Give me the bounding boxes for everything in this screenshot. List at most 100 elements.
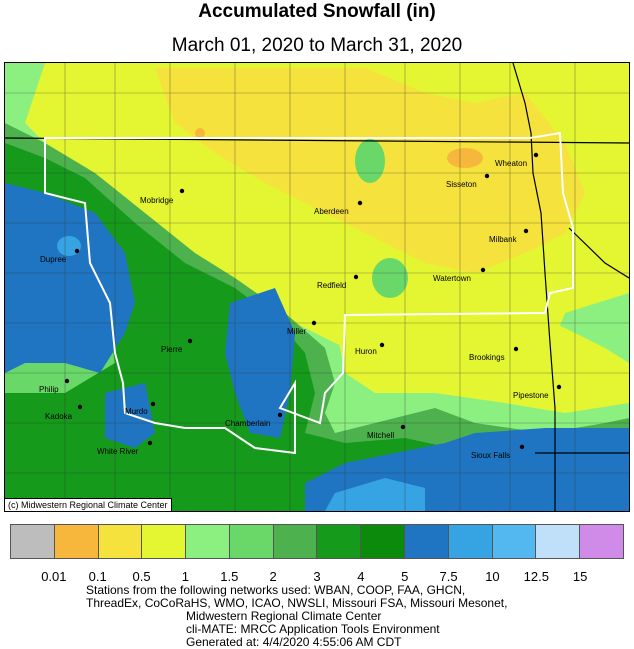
- reservation-outlines: [44, 131, 574, 455]
- snowfall-map: Wheaton Sisseton Mobridge Aberdeen Milba…: [4, 62, 630, 512]
- legend-label: 0.5: [132, 569, 151, 584]
- city-dot: [513, 346, 519, 352]
- snow-band-1in-south: [335, 313, 629, 413]
- legend-label: 4: [357, 569, 365, 584]
- snow-band-7-5in-northwest: [5, 183, 135, 373]
- footer-notes: Stations from the following networks use…: [86, 584, 507, 649]
- city-white-river: White River: [97, 440, 153, 456]
- legend-label: 7.5: [439, 569, 458, 584]
- legend-labels: 0.01 0.1 0.5 1 1.5 2 3 4 5 7.5 10 12.5 15: [10, 569, 624, 585]
- city-pipestone: Pipestone: [513, 384, 562, 400]
- city-label: Redfield: [317, 281, 346, 290]
- legend-label: 5: [401, 569, 409, 584]
- city-label: Pierre: [161, 345, 183, 354]
- city-label: Kadoka: [45, 412, 73, 421]
- legend-swatch: [186, 525, 230, 558]
- city-label: Sisseton: [446, 180, 477, 189]
- legend-swatch: [580, 525, 623, 558]
- map-title: Accumulated Snowfall (in): [198, 1, 436, 22]
- snow-band-7-5in-chamberlain: [225, 288, 295, 438]
- city-dot: [74, 248, 80, 254]
- city-dot: [147, 440, 153, 446]
- legend-label: 2: [269, 569, 277, 584]
- snowfall-contour-svg: Wheaton Sisseton Mobridge Aberdeen Milba…: [5, 63, 629, 511]
- city-label: Wheaton: [495, 159, 527, 168]
- city-label: Dupree: [40, 255, 67, 264]
- legend-label: 10: [485, 569, 500, 584]
- city-dot: [353, 274, 359, 280]
- legend-swatch: [317, 525, 362, 558]
- city-milbank: Milbank: [489, 228, 529, 244]
- snow-band-4in: [5, 143, 629, 511]
- footer-line: Stations from the following networks use…: [86, 583, 466, 597]
- city-label: White River: [97, 447, 139, 456]
- city-label: Sioux Falls: [471, 451, 510, 460]
- city-chamberlain: Chamberlain: [225, 412, 283, 428]
- city-dot: [64, 378, 70, 384]
- city-label: Watertown: [433, 274, 471, 283]
- city-label: Mitchell: [367, 431, 394, 440]
- city-dot: [523, 228, 529, 234]
- city-pierre: Pierre: [161, 338, 193, 354]
- legend-swatch: [536, 525, 581, 558]
- city-label: Aberdeen: [314, 207, 349, 216]
- footer-line: Generated at: 4/4/2020 4:55:06 AM CDT: [186, 635, 402, 649]
- city-label: Huron: [355, 347, 377, 356]
- legend-label: 3: [313, 569, 321, 584]
- city-dot: [357, 200, 363, 206]
- legend-swatch: [98, 525, 143, 558]
- legend-label: 12.5: [523, 569, 549, 584]
- city-dot: [77, 404, 83, 410]
- city-dupree: Dupree: [40, 248, 80, 264]
- snow-band-10in-southeast: [325, 478, 425, 511]
- city-dot: [277, 412, 283, 418]
- city-watertown: Watertown: [433, 267, 486, 283]
- legend-swatch: [361, 525, 406, 558]
- legend-label: 0.01: [41, 569, 67, 584]
- city-kadoka: Kadoka: [45, 404, 83, 421]
- city-sisseton: Sisseton: [446, 173, 490, 189]
- legend-swatch: [54, 525, 99, 558]
- snow-band-tenth-inch-spot: [195, 128, 205, 138]
- legend-label: 0.1: [88, 569, 107, 584]
- city-mitchell: Mitchell: [367, 424, 406, 440]
- snow-band-2in-east: [372, 258, 408, 298]
- legend-swatch: [273, 525, 318, 558]
- city-dot: [533, 152, 539, 158]
- legend-label: 1.5: [220, 569, 239, 584]
- city-aberdeen: Aberdeen: [314, 200, 363, 216]
- city-label: Philip: [39, 385, 59, 394]
- city-mobridge: Mobridge: [140, 188, 185, 205]
- city-wheaton: Wheaton: [495, 152, 539, 168]
- city-label: Chamberlain: [225, 419, 270, 428]
- city-dot: [480, 267, 486, 273]
- city-label: Murdo: [125, 407, 148, 416]
- legend-swatch: [448, 525, 493, 558]
- snow-band-tenth-inch-spot: [447, 148, 483, 168]
- city-label: Miller: [287, 327, 306, 336]
- map-credit: (c) Midwestern Regional Climate Center: [5, 498, 172, 511]
- city-philip: Philip: [39, 378, 70, 394]
- city-dot: [187, 338, 193, 344]
- city-dot: [311, 320, 317, 326]
- city-huron: Huron: [355, 342, 385, 356]
- city-sioux-falls: Sioux Falls: [471, 444, 525, 460]
- city-dot: [519, 444, 525, 450]
- color-legend: [10, 524, 624, 559]
- county-boundaries: [5, 63, 629, 511]
- legend-swatch: [229, 525, 274, 558]
- city-label: Brookings: [469, 353, 505, 362]
- city-dot: [400, 424, 406, 430]
- footer-line: Midwestern Regional Climate Center: [186, 609, 382, 623]
- footer-line: ThreadEx, CoCoRaHS, WMO, ICAO, NWSLI, Mi…: [86, 596, 508, 610]
- city-label: Milbank: [489, 235, 518, 244]
- legend-swatch: [405, 525, 449, 558]
- city-brookings: Brookings: [469, 346, 519, 362]
- city-dot: [556, 384, 562, 390]
- legend-label: 15: [572, 569, 588, 584]
- city-dot: [484, 173, 490, 179]
- legend-label: 1: [181, 569, 190, 584]
- legend-swatch: [11, 525, 55, 558]
- city-dot: [379, 342, 385, 348]
- city-label: Mobridge: [140, 196, 174, 205]
